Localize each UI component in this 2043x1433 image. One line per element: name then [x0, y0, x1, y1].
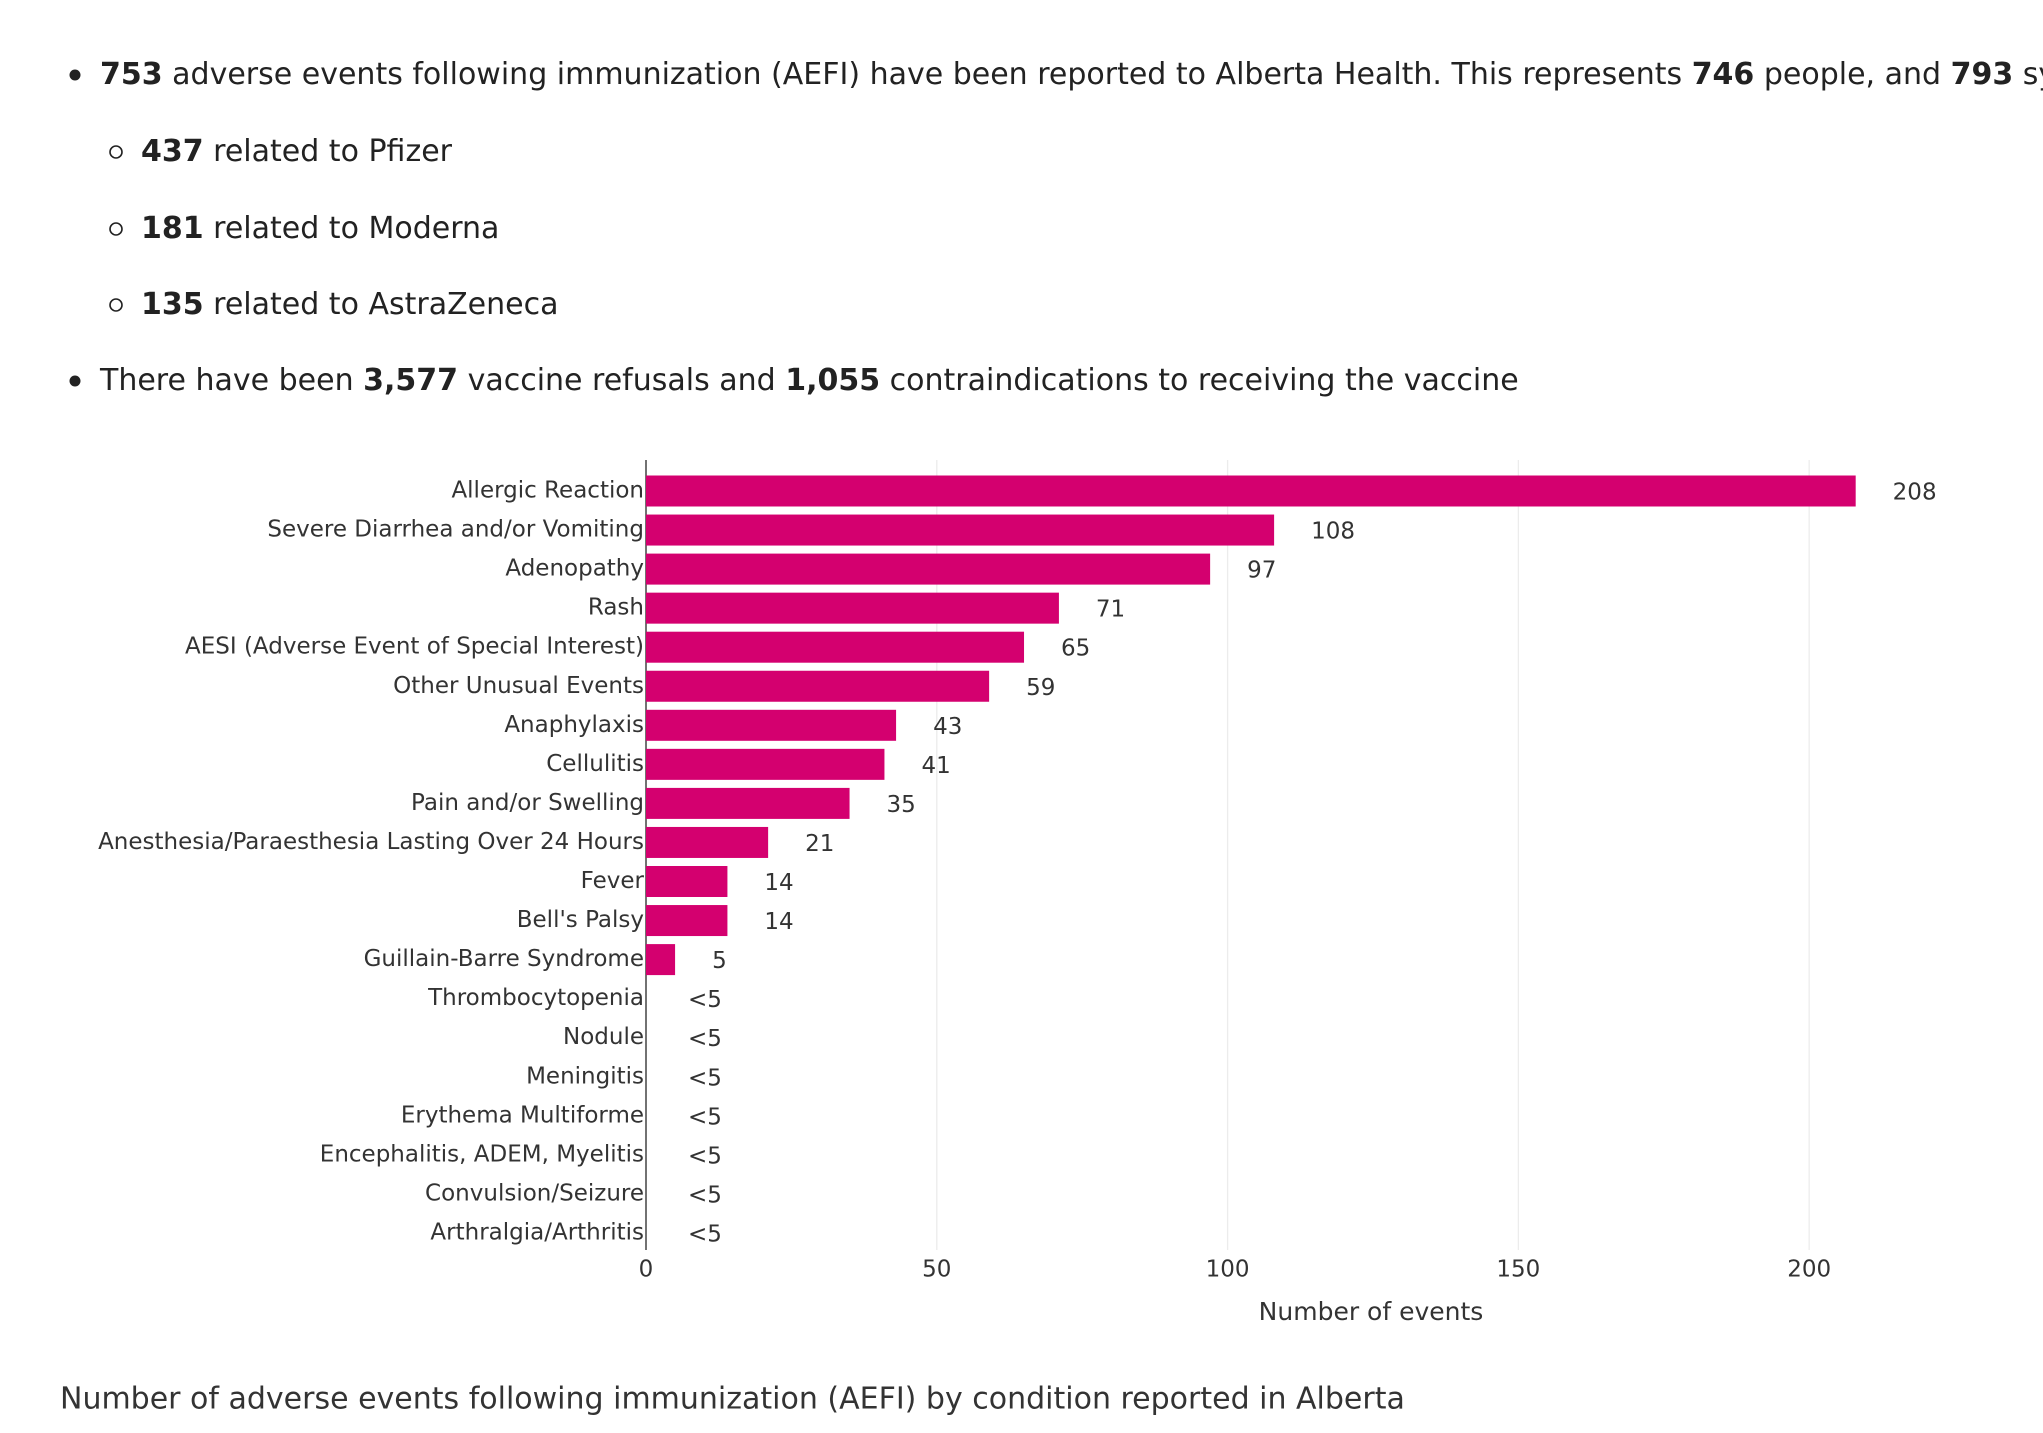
- y-tick-label: Fever: [581, 868, 645, 894]
- value-label: 59: [1026, 675, 1055, 701]
- bold-number: 437: [141, 134, 204, 169]
- value-label: 43: [933, 714, 962, 740]
- bar: [646, 866, 728, 897]
- bar: [646, 631, 1025, 663]
- y-tick-label: Other Unusual Events: [393, 673, 644, 699]
- y-tick-label: Encephalitis, ADEM, Myelitis: [320, 1141, 644, 1167]
- bar: [646, 553, 1211, 585]
- value-label: 35: [887, 792, 916, 818]
- y-tick-label: Meningitis: [526, 1063, 644, 1089]
- text-span: adverse events following immunization (A…: [163, 57, 1692, 92]
- value-label: <5: [688, 1104, 722, 1130]
- text-span: symptoms.: [2013, 57, 2043, 92]
- bar: [646, 670, 990, 702]
- text-span: There have been: [99, 363, 363, 398]
- bullet-text: There have been 3,577 vaccine refusals a…: [99, 363, 1519, 398]
- bold-number: 3,577: [363, 363, 458, 398]
- bar: [646, 748, 885, 780]
- value-label: 14: [764, 870, 793, 896]
- y-tick-label: Pain and/or Swelling: [411, 790, 644, 816]
- bar: [646, 944, 676, 976]
- y-tick-label: Thrombocytopenia: [427, 985, 644, 1011]
- bullet-text: 753 adverse events following immunizatio…: [100, 57, 2043, 92]
- y-tick-label: Bell's Palsy: [517, 907, 644, 933]
- bar: [646, 826, 769, 858]
- y-tick-label: Anaphylaxis: [504, 712, 644, 738]
- bold-number: 1,055: [785, 363, 880, 398]
- value-label: 5: [712, 948, 727, 974]
- x-tick-label: 200: [1787, 1257, 1831, 1283]
- bold-number: 753: [100, 57, 163, 92]
- x-tick-label: 100: [1206, 1257, 1250, 1283]
- value-label: 108: [1311, 519, 1355, 545]
- y-tick-label: AESI (Adverse Event of Special Interest): [185, 634, 644, 660]
- value-label: 21: [805, 831, 834, 857]
- value-label: <5: [688, 1182, 722, 1208]
- value-label: <5: [688, 1221, 722, 1247]
- x-tick-label: 150: [1496, 1257, 1540, 1283]
- bullet-text: 437 related to Pfizer: [141, 134, 453, 169]
- y-tick-label: Severe Diarrhea and/or Vomiting: [267, 517, 644, 543]
- bold-number: 135: [141, 287, 204, 322]
- text-span: related to Pfizer: [204, 134, 453, 169]
- value-label: 65: [1061, 636, 1090, 662]
- bold-number: 793: [1951, 57, 2014, 92]
- sub-bullet-circle: [109, 298, 123, 312]
- bullet-dot: [69, 69, 81, 81]
- value-label: <5: [688, 1143, 722, 1169]
- sub-bullet-circle: [109, 145, 123, 159]
- value-label: 14: [764, 909, 793, 935]
- value-label: 71: [1096, 597, 1125, 623]
- x-axis-title: Number of events: [1259, 1297, 1484, 1326]
- bar: [646, 592, 1059, 624]
- x-tick-label: 0: [639, 1257, 654, 1283]
- y-tick-label: Arthralgia/Arthritis: [430, 1219, 644, 1245]
- value-label: 41: [921, 753, 950, 779]
- text-span: related to Moderna: [204, 211, 500, 246]
- bullet-text: 135 related to AstraZeneca: [141, 287, 558, 322]
- bullet-text: 181 related to Moderna: [141, 211, 499, 246]
- y-tick-label: Allergic Reaction: [451, 478, 644, 504]
- bold-number: 181: [141, 211, 204, 246]
- value-label: 208: [1893, 480, 1937, 506]
- x-tick-label: 50: [922, 1257, 951, 1283]
- y-tick-label: Convulsion/Seizure: [425, 1180, 644, 1206]
- y-tick-label: Rash: [588, 595, 644, 621]
- bar: [646, 905, 728, 937]
- bar: [646, 514, 1275, 546]
- y-tick-label: Guillain-Barre Syndrome: [364, 946, 644, 972]
- y-tick-label: Adenopathy: [505, 556, 644, 582]
- text-span: contraindications to receiving the vacci…: [880, 363, 1519, 398]
- bar: [646, 475, 1856, 507]
- bar: [646, 709, 897, 741]
- chart-caption: Number of adverse events following immun…: [60, 1382, 1405, 1417]
- bar: [646, 787, 850, 819]
- text-span: vaccine refusals and: [458, 363, 785, 398]
- text-span: related to AstraZeneca: [204, 287, 559, 322]
- value-label: <5: [688, 1026, 722, 1052]
- value-label: <5: [688, 1065, 722, 1091]
- bullet-dot: [69, 375, 81, 387]
- sub-bullet-circle: [109, 222, 123, 236]
- bold-number: 746: [1692, 57, 1755, 92]
- y-tick-label: Anesthesia/Paraesthesia Lasting Over 24 …: [98, 829, 644, 855]
- value-label: <5: [688, 987, 722, 1013]
- text-span: people, and: [1754, 57, 1950, 92]
- y-tick-label: Cellulitis: [546, 751, 644, 777]
- value-label: 97: [1247, 558, 1276, 584]
- y-tick-label: Nodule: [563, 1024, 644, 1050]
- y-tick-label: Erythema Multiforme: [401, 1102, 644, 1128]
